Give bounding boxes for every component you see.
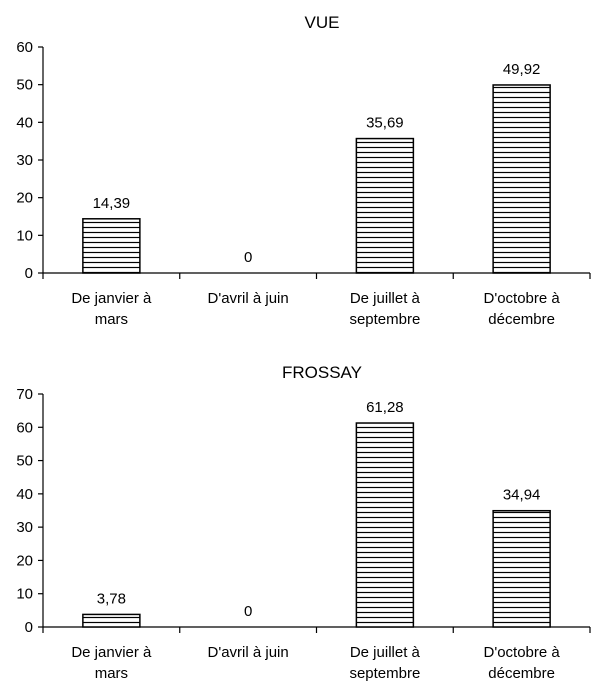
y-tick-label: 30: [16, 152, 33, 169]
y-tick-label: 50: [16, 77, 33, 94]
bar: [492, 84, 551, 274]
x-tick-label-line: De juillet à: [350, 644, 421, 661]
y-tick-label: 0: [25, 265, 33, 282]
y-tick-label: 50: [16, 453, 33, 470]
y-tick-label: 20: [16, 190, 33, 207]
x-tick-label-line: décembre: [488, 311, 555, 328]
data-label: 14,39: [93, 195, 131, 212]
x-tick-label: De janvier à mars: [71, 290, 152, 328]
chart-frossay: FROSSAY 0 10 20 30 40 50 60 70 3,78 De janvier à m…: [16, 363, 591, 681]
bar: [82, 218, 141, 274]
data-label: 0: [244, 249, 252, 266]
y-tick-label: 70: [16, 386, 33, 403]
x-tick-label: D'avril à juin: [208, 290, 289, 307]
x-tick-label-line: D'avril à juin: [208, 644, 289, 661]
y-tick-label: 60: [16, 39, 33, 56]
x-tick-label: De juillet à septembre: [349, 644, 420, 681]
x-tick-label-line: septembre: [349, 665, 420, 681]
bar: [355, 422, 415, 628]
data-label: 49,92: [503, 61, 541, 78]
x-tick-label-line: décembre: [488, 665, 555, 681]
x-tick-label-line: mars: [95, 311, 128, 328]
x-tick-label-line: De janvier à: [71, 290, 152, 307]
y-tick-label: 20: [16, 552, 33, 569]
x-tick-label-line: D'avril à juin: [208, 290, 289, 307]
data-label: 34,94: [503, 487, 541, 504]
y-tick-label: 60: [16, 419, 33, 436]
chart-title: FROSSAY: [282, 363, 362, 382]
bar: [82, 613, 141, 628]
x-tick-label: D'avril à juin: [208, 644, 289, 661]
y-tick-label: 30: [16, 519, 33, 536]
x-tick-label-line: De juillet à: [350, 290, 421, 307]
x-tick-label-line: D'octobre à: [484, 644, 561, 661]
data-label: 35,69: [366, 115, 404, 132]
x-tick-label: D'octobre à décembre: [484, 290, 561, 328]
x-tick-label-line: mars: [95, 665, 128, 681]
x-tick-label-line: D'octobre à: [484, 290, 561, 307]
chart-title: VUE: [305, 13, 340, 32]
data-label: 61,28: [366, 399, 404, 416]
bar: [355, 137, 415, 274]
chart-vue: VUE 0 10 20 30 40 50 60 14,39 De janvier à mars 0 D…: [16, 13, 591, 328]
data-label: 0: [244, 603, 252, 620]
x-tick-label-line: septembre: [349, 311, 420, 328]
y-tick-label: 40: [16, 486, 33, 503]
y-tick-label: 0: [25, 619, 33, 636]
y-tick-label: 40: [16, 114, 33, 131]
data-label: 3,78: [97, 590, 126, 607]
x-tick-label: De janvier à mars: [71, 644, 152, 681]
x-tick-label-line: De janvier à: [71, 644, 152, 661]
y-tick-label: 10: [16, 586, 33, 603]
x-tick-label: De juillet à septembre: [349, 290, 420, 328]
x-tick-label: D'octobre à décembre: [484, 644, 561, 681]
bar: [492, 509, 551, 628]
y-tick-label: 10: [16, 227, 33, 244]
